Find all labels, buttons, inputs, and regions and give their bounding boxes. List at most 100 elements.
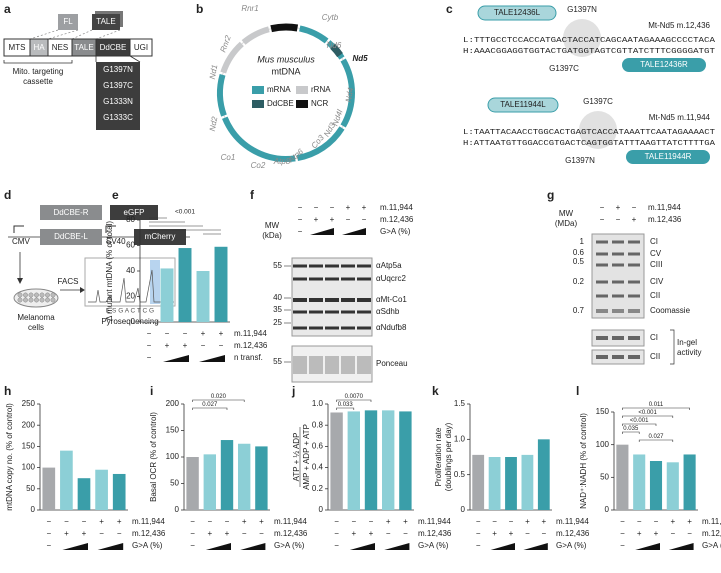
label: − [346,215,351,224]
band [341,264,355,268]
label: TALE12436R [640,60,688,69]
band [309,310,323,314]
gradient-triangle [490,543,515,550]
sequence: H:ATTAATGTTGGACCGTGACTCAGTGGTATTTAAGTTAT… [463,140,716,148]
gradient-triangle [62,543,88,550]
sequence: H:AAACGGAGGTGGTACTGATGGTAGTCGTTATCTTTCGG… [463,48,716,56]
label: HA [33,43,45,52]
cell [50,292,56,298]
band [309,326,323,330]
condition-sign: + [64,529,69,538]
label: G1397N [103,65,133,74]
condition-sign: − [46,541,51,550]
condition-sign: + [369,529,374,538]
gene-label: Co1 [221,153,236,162]
gene-label: Nd1 [208,64,219,80]
label: G1397N [565,156,595,165]
condition-sign: + [183,341,188,350]
condition-sign: − [190,517,195,526]
condition-sign: − [620,541,625,550]
band [357,326,371,330]
sig-bracket [638,439,674,442]
condition-label: m.12,436 [274,529,308,538]
gene-label: Nd4 [344,86,356,103]
fl-tag [58,14,78,30]
gradient-triangle [668,543,694,550]
condition-sign: − [259,529,264,538]
label: + [362,203,367,212]
condition-sign: + [207,529,212,538]
band [628,309,640,313]
condition-sign: − [242,529,247,538]
y-tick-label: 0.8 [312,420,324,429]
sig-bracket [192,407,228,410]
bar [196,271,210,322]
band [325,326,339,330]
gene-arc [296,126,345,161]
cell [28,292,34,298]
variant-box [96,62,140,130]
gradient-triangle [349,543,375,550]
label: activity [677,348,701,357]
band [341,298,355,302]
p-value: <0.001 [630,418,649,424]
condition-sign: − [476,541,481,550]
band [612,263,624,267]
label: CI [650,333,658,342]
tale-right [626,150,710,164]
condition-sign: + [386,517,391,526]
band [357,298,371,302]
condition-sign: − [207,517,212,526]
gradient-triangle [205,543,231,550]
y-tick-label: 0 [605,505,610,514]
condition-label: m.11,944 [556,517,589,526]
bracket [3,60,73,64]
condition-sign: − [190,541,195,550]
label: E S G A C T C G [106,308,154,315]
condition-sign: − [509,517,514,526]
panel-letter: k [432,384,439,398]
condition-label: G>A (%) [132,541,163,550]
band [612,280,624,284]
bar [616,444,629,510]
band [325,298,339,302]
label: G>A (%) [380,227,411,236]
label: mCherry [145,232,176,241]
condition-sign: − [183,329,188,338]
condition-sign: + [687,517,692,526]
label: + [616,203,621,212]
cell [23,297,28,303]
condition-sign: + [403,517,408,526]
bar [238,443,251,510]
y-tick-label: 1.0 [454,434,466,443]
band [612,309,624,313]
legend-swatch [296,100,308,108]
condition-sign: − [492,517,497,526]
connector [129,55,141,63]
band [628,240,640,244]
label: + [314,215,319,224]
label: m.11,944 [380,203,413,212]
tale-right [622,58,706,72]
label: Mus musculus [257,54,315,64]
gradient-triangle [523,543,548,550]
sig-bracket [192,399,245,402]
y-tick-label: 0 [175,505,180,514]
y-tick-label: 0.5 [454,470,466,479]
y-axis-label: mtDNA copy no. (% of control) [5,403,14,511]
cell [50,297,56,303]
label: FL [63,17,73,26]
bar [633,454,646,510]
band [596,336,608,340]
panel-letter: h [4,384,11,398]
tale-tag [92,14,120,30]
bar [364,410,378,510]
label: CI [650,237,658,246]
bar [77,478,91,510]
p-value: 0.027 [648,434,664,440]
label: Melanoma [17,313,55,322]
label: UGI [134,43,148,52]
condition-sign: + [117,517,122,526]
y-tick-label: 20 [126,292,135,301]
sequence: L:TAATTACAACCTGGCACTGAGTCACCATAAATTCAATA… [463,129,716,137]
